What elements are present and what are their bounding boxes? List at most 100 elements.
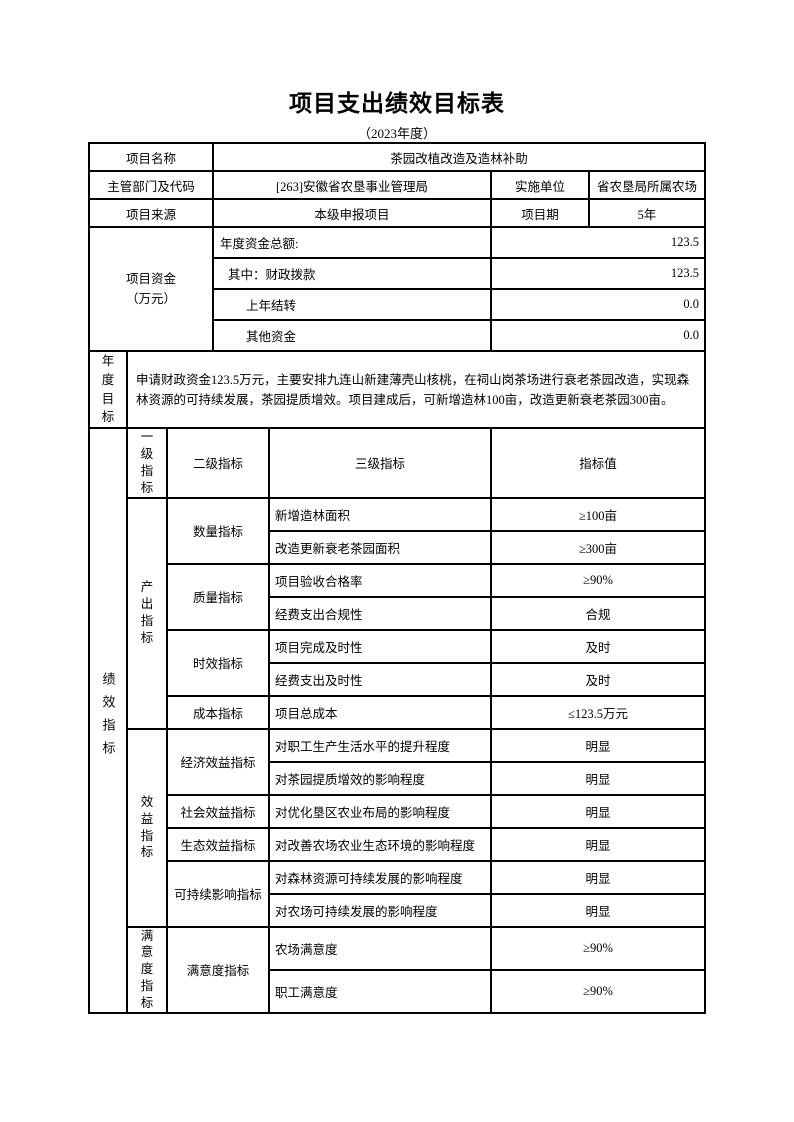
indicator-value: ≥300亩: [490, 529, 706, 565]
indicator-level2: 社会效益指标: [166, 793, 270, 829]
indicator-level3: 经费支出及时性: [268, 661, 492, 697]
indicator-level2: 经济效益指标: [166, 727, 270, 796]
table-row: 经费支出合规性 合规: [89, 595, 706, 631]
funding-label-line1: 项目资金: [125, 272, 176, 286]
indicator-level2: 质量指标: [166, 562, 270, 631]
indicator-value: ≥90%: [490, 968, 706, 1014]
table-row: 年度目标 申请财政资金123.5万元，主要安排九连山新建薄壳山核桃，在祠山岗茶场…: [88, 350, 706, 429]
indicator-level3: 职工满意度: [268, 968, 492, 1014]
table-row: 社会效益指标 对优化垦区农业布局的影响程度 明显: [89, 793, 706, 829]
period-label: 项目期: [490, 198, 590, 228]
indicator-level3: 经费支出合规性: [268, 595, 492, 631]
indicator-level3: 对农场可持续发展的影响程度: [268, 892, 492, 928]
table-row: 改造更新衰老茶园面积 ≥300亩: [89, 529, 706, 565]
funding-label: 项目资金 （万元）: [88, 226, 214, 352]
table-row: 可持续影响指标 对森林资源可持续发展的影响程度 明显: [89, 859, 706, 928]
side-label: 绩效指标: [100, 672, 116, 765]
header-level3: 三级指标: [268, 427, 492, 499]
indicator-value: 及时: [490, 628, 706, 664]
funding-item-value: 0.0: [489, 288, 707, 321]
indicator-level1: 效益指标: [126, 727, 168, 928]
table-row: 项目来源 本级申报项目 项目期 5年: [88, 198, 707, 228]
table-row: 职工满意度 ≥90%: [89, 968, 706, 1014]
funding-label-line2: （万元）: [125, 292, 176, 306]
funding-item-name: 年度资金总额:: [212, 226, 492, 259]
dept-label: 主管部门及代码: [88, 170, 214, 200]
impl-unit-value: 省农垦局所属农场: [587, 170, 707, 200]
indicator-level3: 改造更新衰老茶园面积: [268, 529, 492, 565]
dept-value: [263]安徽省农垦事业管理局: [212, 170, 492, 200]
side-label-cell: 绩效指标: [88, 427, 128, 1014]
indicator-value: 明显: [490, 859, 706, 895]
funding-item-name: 上年结转: [212, 288, 492, 321]
header-level2: 二级指标: [166, 427, 270, 499]
indicator-level1: 满意度指标: [126, 925, 168, 1014]
funding-item-name: 其他资金: [212, 319, 492, 352]
indicator-value: 明显: [490, 760, 706, 796]
indicator-level2: 满意度指标: [166, 925, 270, 1014]
table-row: 生态效益指标 对改善农场农业生态环境的影响程度 明显: [89, 826, 706, 862]
indicator-value: 明显: [490, 793, 706, 829]
source-value: 本级申报项目: [212, 198, 492, 228]
indicator-level3: 新增造林面积: [268, 496, 492, 532]
table-row: 对茶园提质增效的影响程度 明显: [89, 760, 706, 796]
header-level1: 一级指标: [126, 427, 168, 499]
indicator-level1: 产出指标: [126, 496, 168, 730]
indicator-level2: 可持续影响指标: [166, 859, 270, 928]
table-row: 项目资金 （万元） 年度资金总额: 123.5: [88, 226, 707, 352]
impl-unit-label: 实施单位: [490, 170, 590, 200]
indicator-value: 及时: [490, 661, 706, 697]
project-name-value: 茶园改植改造及造林补助: [211, 142, 707, 172]
table-row: 经费支出及时性 及时: [89, 661, 706, 697]
table-row: 其他资金 0.0: [89, 319, 707, 352]
form-table-area: 项目名称 茶园改植改造及造林补助 主管部门及代码 [263]安徽省农垦事业管理局…: [88, 142, 707, 1014]
header-value: 指标值: [490, 427, 706, 499]
table-row: 主管部门及代码 [263]安徽省农垦事业管理局 实施单位 省农垦局所属农场: [88, 170, 707, 200]
indicator-value: ≥90%: [490, 925, 706, 971]
period-value: 5年: [587, 198, 707, 228]
indicator-level3: 对森林资源可持续发展的影响程度: [268, 859, 492, 895]
indicator-level2: 时效指标: [166, 628, 270, 697]
indicator-level2: 数量指标: [166, 496, 270, 565]
table-row: 上年结转 0.0: [89, 288, 707, 321]
page-title: 项目支出绩效目标表: [289, 90, 505, 116]
indicator-level3: 对优化垦区农业布局的影响程度: [268, 793, 492, 829]
table-row: 成本指标 项目总成本 ≤123.5万元: [89, 694, 706, 730]
annual-goal-table: 年度目标 申请财政资金123.5万元，主要安排九连山新建薄壳山核桃，在祠山岗茶场…: [88, 350, 706, 429]
indicator-level3: 对职工生产生活水平的提升程度: [268, 727, 492, 763]
indicator-value: 明显: [490, 727, 706, 763]
annual-goal-label: 年度目标: [88, 350, 128, 429]
indicator-level3: 项目验收合格率: [268, 562, 492, 598]
table-row: 绩效指标 一级指标 二级指标 三级指标 指标值: [88, 427, 706, 1014]
table-row: 对农场可持续发展的影响程度 明显: [89, 892, 706, 928]
indicator-level2: 生态效益指标: [166, 826, 270, 862]
funding-item-value: 123.5: [489, 257, 707, 290]
annual-goal-text: 申请财政资金123.5万元，主要安排九连山新建薄壳山核桃，在祠山岗茶场进行衰老茶…: [126, 350, 706, 429]
indicator-level3: 对改善农场农业生态环境的影响程度: [268, 826, 492, 862]
indicator-value: ≥100亩: [490, 496, 706, 532]
indicator-level3: 农场满意度: [268, 925, 492, 971]
page-subtitle: （2023年度）: [357, 126, 436, 141]
indicator-level3: 对茶园提质增效的影响程度: [268, 760, 492, 796]
indicator-level3: 项目总成本: [268, 694, 492, 730]
indicator-value: ≥90%: [490, 562, 706, 598]
table-row: 时效指标 项目完成及时性 及时: [89, 628, 706, 697]
funding-item-value: 123.5: [489, 226, 707, 259]
table-row: 产出指标 数量指标 新增造林面积 ≥100亩: [89, 496, 706, 730]
project-info-table: 项目名称 茶园改植改造及造林补助 主管部门及代码 [263]安徽省农垦事业管理局…: [88, 142, 707, 352]
table-row: 满意度指标 满意度指标 农场满意度 ≥90%: [89, 925, 706, 1014]
table-row: 其中：财政拨款 123.5: [89, 257, 707, 290]
indicator-level2: 成本指标: [166, 694, 270, 730]
indicator-value: ≤123.5万元: [490, 694, 706, 730]
indicator-value: 合规: [490, 595, 706, 631]
project-name-label: 项目名称: [88, 142, 214, 172]
funding-item-value: 0.0: [489, 319, 707, 352]
indicator-value: 明显: [490, 892, 706, 928]
indicator-value: 明显: [490, 826, 706, 862]
source-label: 项目来源: [88, 198, 214, 228]
table-row: 质量指标 项目验收合格率 ≥90%: [89, 562, 706, 631]
table-row: 效益指标 经济效益指标 对职工生产生活水平的提升程度 明显: [89, 727, 706, 928]
indicators-table: 绩效指标 一级指标 二级指标 三级指标 指标值 产出指标 数量指标 新增造林面积…: [88, 427, 706, 1014]
indicator-level3: 项目完成及时性: [268, 628, 492, 664]
